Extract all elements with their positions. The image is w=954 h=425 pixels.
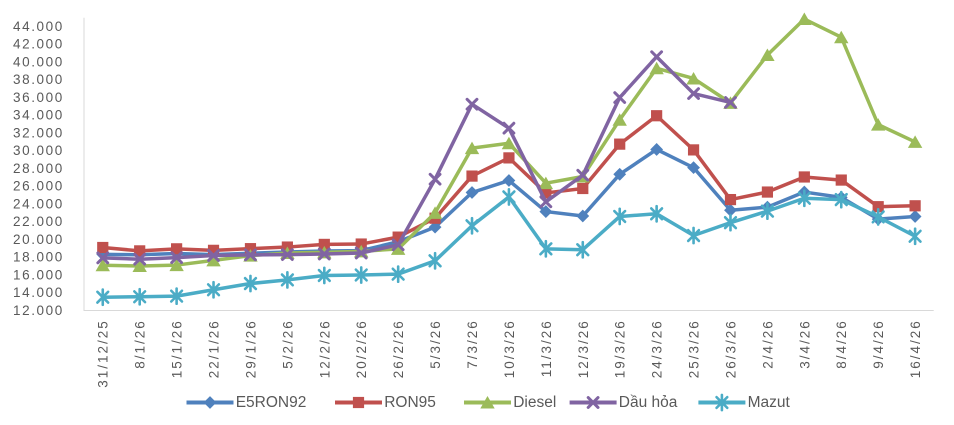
svg-text:2/4/26: 2/4/26 [760,319,775,369]
svg-text:34.000: 34.000 [13,108,64,123]
svg-text:14.000: 14.000 [13,285,64,300]
svg-text:Dầu hỏa: Dầu hỏa [619,394,678,411]
svg-text:12/2/26: 12/2/26 [317,319,332,378]
svg-text:26.000: 26.000 [13,179,64,194]
svg-text:11/3/26: 11/3/26 [539,319,554,377]
svg-text:19/3/26: 19/3/26 [613,319,628,378]
svg-text:16/4/26: 16/4/26 [908,319,923,378]
svg-text:42.000: 42.000 [13,37,64,52]
svg-text:25/3/26: 25/3/26 [687,319,702,378]
svg-text:24/3/26: 24/3/26 [650,319,665,378]
svg-text:12.000: 12.000 [13,303,64,318]
svg-text:26/2/26: 26/2/26 [391,319,406,378]
svg-text:29/1/26: 29/1/26 [243,319,258,378]
svg-text:24.000: 24.000 [13,196,64,211]
svg-text:36.000: 36.000 [13,90,64,105]
svg-text:22/1/26: 22/1/26 [207,319,222,378]
svg-text:5/3/26: 5/3/26 [428,319,443,369]
svg-text:5/2/26: 5/2/26 [280,319,295,369]
svg-text:E5RON92: E5RON92 [236,394,307,411]
svg-text:RON95: RON95 [384,394,436,411]
svg-text:32.000: 32.000 [13,125,64,140]
svg-text:30.000: 30.000 [13,143,64,158]
svg-text:12/3/26: 12/3/26 [576,319,591,378]
svg-text:20/2/26: 20/2/26 [354,319,369,378]
svg-text:3/4/26: 3/4/26 [797,319,812,369]
svg-text:28.000: 28.000 [13,161,64,176]
svg-text:18.000: 18.000 [13,250,64,265]
svg-text:31/12/25: 31/12/25 [96,319,111,388]
svg-text:26/3/26: 26/3/26 [723,319,738,378]
svg-text:Mazut: Mazut [748,394,791,411]
svg-text:20.000: 20.000 [13,232,64,247]
svg-text:40.000: 40.000 [13,54,64,69]
svg-text:44.000: 44.000 [13,19,64,34]
svg-text:16.000: 16.000 [13,267,64,282]
svg-text:38.000: 38.000 [13,72,64,87]
svg-text:8/4/26: 8/4/26 [834,319,849,369]
svg-text:8/1/26: 8/1/26 [133,319,148,369]
svg-text:9/4/26: 9/4/26 [871,319,886,369]
svg-text:Diesel: Diesel [513,394,556,411]
svg-text:7/3/26: 7/3/26 [465,319,480,369]
svg-text:22.000: 22.000 [13,214,64,229]
svg-text:15/1/26: 15/1/26 [170,319,185,378]
svg-text:10/3/26: 10/3/26 [502,319,517,378]
